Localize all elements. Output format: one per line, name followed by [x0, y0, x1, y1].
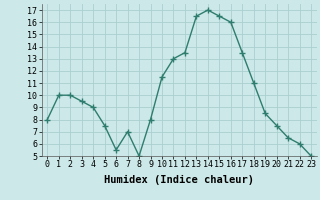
- X-axis label: Humidex (Indice chaleur): Humidex (Indice chaleur): [104, 175, 254, 185]
